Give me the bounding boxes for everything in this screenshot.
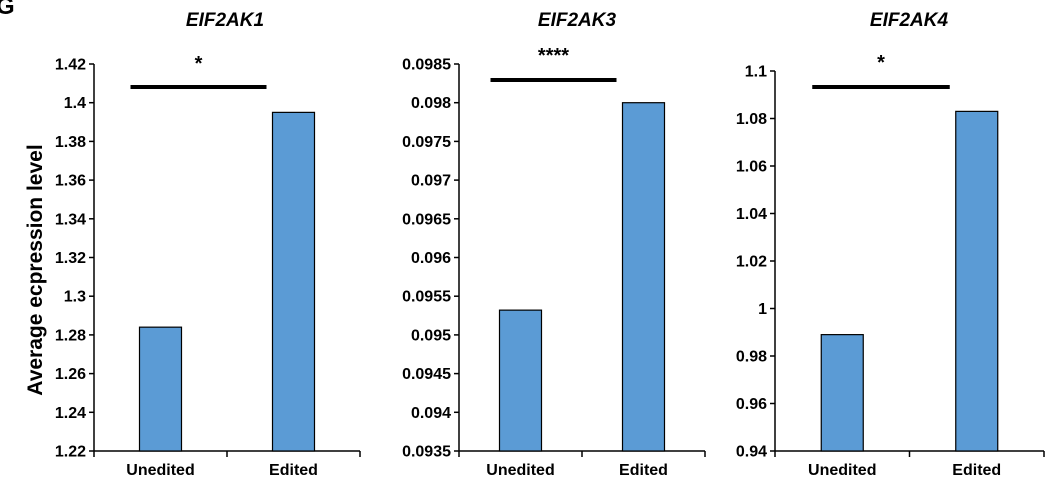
y-tick-label: 1.22 [55,444,86,461]
chart-title: EIF2AK4 [870,10,949,31]
y-tick-label: 0.96 [736,396,767,413]
y-tick-label: 0.0955 [402,289,451,306]
panels-group: EIF2AK1 1.22 1.24 1.26 1.28 1.3 1.32 1.34 1.36 1.… [55,10,1045,479]
y-tick-label: 0.098 [411,95,451,112]
panel-letter: G [0,0,15,20]
y-tick-label: 1.26 [55,366,86,383]
chart-title: EIF2AK3 [538,10,617,31]
y-tick-label: 0.097 [411,173,451,190]
chart-panel-3: EIF2AK4 0.94 0.96 0.98 1 1.02 1.04 1.06 1.08 1.1 U… [736,10,1045,479]
bar-edited [621,102,666,452]
y-tick-label: 1.06 [736,159,767,176]
y-tick-label: 1.08 [736,111,767,128]
y-tick-label: 0.0935 [402,444,451,461]
y-tick-label: 1.34 [55,211,86,228]
y-tick-label: 0.0945 [402,366,451,383]
y-tick-label: 0.98 [736,349,767,366]
significance-label: **** [538,45,569,67]
bar-edited [271,111,316,452]
x-category-label: Edited [952,462,1001,479]
y-tick-label: 0.0965 [402,211,451,228]
significance-label: * [195,53,203,75]
bar-unedited [138,326,183,452]
y-tick-label: 1 [758,301,767,318]
x-category-label: Edited [619,462,668,479]
y-tick-label: 1.4 [64,95,86,112]
x-category-label: Unedited [126,462,194,479]
y-tick-label: 1.28 [55,327,86,344]
y-tick-label: 1.32 [55,250,86,267]
y-tick-label: 1.24 [55,405,86,422]
bar-edited [955,110,999,452]
bar-unedited [498,309,543,452]
x-category-label: Unedited [486,462,554,479]
bar-unedited [820,334,864,452]
y-tick-label: 0.095 [411,327,451,344]
y-tick-label: 1.42 [55,57,86,74]
chart-panel-1: EIF2AK1 1.22 1.24 1.26 1.28 1.3 1.32 1.34 1.36 1.… [55,10,361,479]
y-tick-label: 0.096 [411,250,451,267]
x-category-label: Unedited [808,462,876,479]
y-tick-label: 1.02 [736,254,767,271]
y-tick-label: 0.0985 [402,57,451,74]
y-tick-label: 1.04 [736,206,767,223]
y-tick-label: 1.3 [64,289,86,306]
chart-title: EIF2AK1 [186,10,264,31]
x-category-label: Edited [269,462,318,479]
y-tick-label: 1.36 [55,173,86,190]
y-tick-label: 1.38 [55,134,86,151]
y-tick-label: 0.0975 [402,134,451,151]
chart-panel-2: EIF2AK3 0.0935 0.094 0.0945 0.095 0.0955 0.096… [402,10,706,479]
significance-label: * [877,52,885,74]
y-tick-label: 0.094 [411,405,451,422]
y-tick-label: 1.1 [745,64,767,81]
y-axis-label: Average ecpression level [24,144,47,395]
y-tick-label: 0.94 [736,444,767,461]
